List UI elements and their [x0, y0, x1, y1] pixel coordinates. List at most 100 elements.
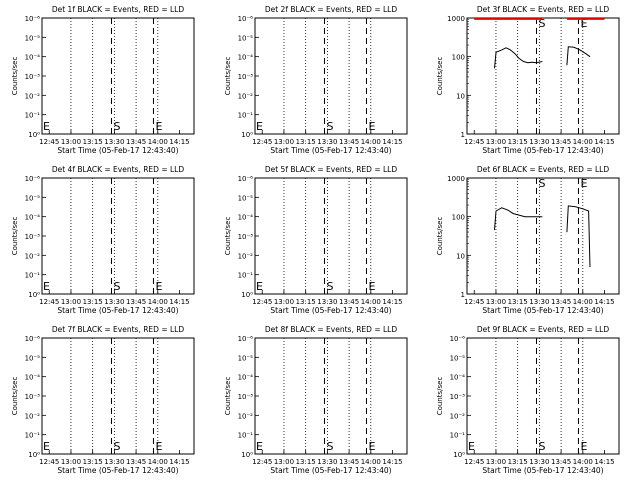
x-tick-label: 13:45 [126, 138, 146, 146]
y-tick-label: 10⁻⁶ [25, 15, 41, 23]
panel-title: Det 4f BLACK = Events, RED = LLD [52, 165, 185, 174]
marker-label: E [580, 440, 587, 453]
y-tick-label: 10 [456, 252, 465, 260]
x-tick-label: 13:15 [296, 138, 316, 146]
x-tick-label: 14:15 [169, 458, 189, 466]
x-tick-label: 13:45 [551, 138, 571, 146]
x-tick-label: 13:30 [317, 138, 337, 146]
x-axis-label: Start Time (05-Feb-17 12:43:40) [57, 146, 178, 155]
y-tick-label: 10⁰ [28, 291, 40, 299]
marker-label: E [368, 120, 375, 133]
plot-frame [254, 17, 408, 135]
y-tick-label: 10 [456, 92, 465, 100]
panel-title: Det 2f BLACK = Events, RED = LLD [265, 5, 398, 14]
x-tick-label: 14:00 [361, 458, 381, 466]
x-tick-label: 13:15 [83, 298, 103, 306]
y-tick-label: 10⁻⁴ [238, 214, 254, 222]
y-tick-label: 1000 [447, 175, 465, 183]
x-tick-label: 13:00 [486, 458, 506, 466]
marker-label: S [113, 440, 120, 453]
panel-title: Det 9f BLACK = Events, RED = LLD [477, 325, 610, 334]
y-tick-label: 10⁰ [241, 291, 253, 299]
y-tick-label: 10⁻⁵ [450, 354, 466, 362]
x-tick-label: 13:30 [104, 138, 124, 146]
y-tick-label: 10⁻⁴ [450, 374, 466, 382]
marker-label: E [580, 177, 587, 190]
y-tick-label: 10⁻² [238, 92, 254, 100]
y-tick-label: 10⁻⁶ [238, 15, 254, 23]
x-tick-label: 14:15 [382, 138, 402, 146]
marker-label: S [113, 280, 120, 293]
x-tick-label: 14:00 [148, 458, 168, 466]
x-tick-label: 13:00 [274, 458, 294, 466]
x-tick-label: 14:15 [169, 138, 189, 146]
y-tick-label: 10⁻³ [25, 233, 41, 241]
x-axis-label: Start Time (05-Feb-17 12:43:40) [270, 146, 391, 155]
y-tick-label: 10⁻⁵ [238, 354, 254, 362]
plot-frame [466, 17, 620, 135]
x-tick-label: 13:30 [104, 298, 124, 306]
marker-label: S [113, 120, 120, 133]
series-line [566, 46, 591, 66]
x-tick-label: 14:00 [573, 138, 593, 146]
x-tick-label: 13:15 [296, 458, 316, 466]
y-tick-label: 10⁰ [28, 131, 40, 139]
plot-frame [41, 177, 195, 295]
marker-label: E [580, 17, 587, 30]
series-line [494, 207, 543, 231]
y-tick-label: 10⁰ [453, 451, 465, 459]
y-tick-label: 10⁻¹ [25, 432, 41, 440]
plot-frame [466, 337, 620, 455]
y-tick-label: 10⁰ [28, 451, 40, 459]
x-axis-label: Start Time (05-Feb-17 12:43:40) [270, 466, 391, 475]
x-tick-label: 13:00 [274, 298, 294, 306]
y-tick-label: 10⁻⁴ [25, 214, 41, 222]
y-axis-label: Counts/sec [436, 57, 444, 96]
x-tick-label: 12:45 [464, 298, 484, 306]
series-line [566, 205, 591, 268]
x-tick-label: 12:45 [464, 458, 484, 466]
x-tick-label: 12:45 [252, 138, 272, 146]
series-line [494, 47, 543, 69]
y-tick-label: 10⁻⁶ [238, 175, 254, 183]
y-tick-label: 10⁻⁵ [25, 194, 41, 202]
y-tick-label: 10⁻⁵ [25, 34, 41, 42]
plot-frame [41, 17, 195, 135]
x-tick-label: 12:45 [252, 298, 272, 306]
y-tick-label: 10⁻⁶ [450, 335, 466, 343]
y-tick-label: 1 [461, 131, 465, 139]
plot-frame [254, 337, 408, 455]
x-tick-label: 14:15 [382, 458, 402, 466]
panel-title: Det 6f BLACK = Events, RED = LLD [477, 165, 610, 174]
x-tick-label: 13:45 [551, 458, 571, 466]
y-tick-label: 100 [452, 54, 465, 62]
panel-6: Det 6f BLACK = Events, RED = LLD 12:45 13:… [436, 165, 620, 315]
x-tick-label: 13:00 [61, 458, 81, 466]
x-tick-label: 12:45 [39, 138, 59, 146]
marker-label: S [326, 280, 333, 293]
y-tick-label: 10⁻³ [25, 73, 41, 81]
x-axis-label: Start Time (05-Feb-17 12:43:40) [482, 146, 603, 155]
panel-title: Det 1f BLACK = Events, RED = LLD [52, 5, 185, 14]
x-tick-label: 14:00 [573, 298, 593, 306]
y-tick-label: 10⁻⁵ [238, 34, 254, 42]
marker-label: S [538, 440, 545, 453]
y-tick-label: 10⁻² [450, 412, 466, 420]
edge-label: E [43, 120, 50, 133]
x-tick-label: 14:15 [594, 298, 614, 306]
x-tick-label: 13:00 [486, 298, 506, 306]
x-tick-label: 13:30 [317, 298, 337, 306]
plot-frame [41, 337, 195, 455]
x-tick-label: 13:30 [529, 138, 549, 146]
x-axis-label: Start Time (05-Feb-17 12:43:40) [57, 306, 178, 315]
x-tick-label: 14:00 [573, 458, 593, 466]
y-axis-label: Counts/sec [11, 217, 19, 256]
marker-label: S [326, 120, 333, 133]
x-axis-label: Start Time (05-Feb-17 12:43:40) [482, 466, 603, 475]
x-tick-label: 13:00 [61, 138, 81, 146]
x-tick-label: 13:30 [317, 458, 337, 466]
